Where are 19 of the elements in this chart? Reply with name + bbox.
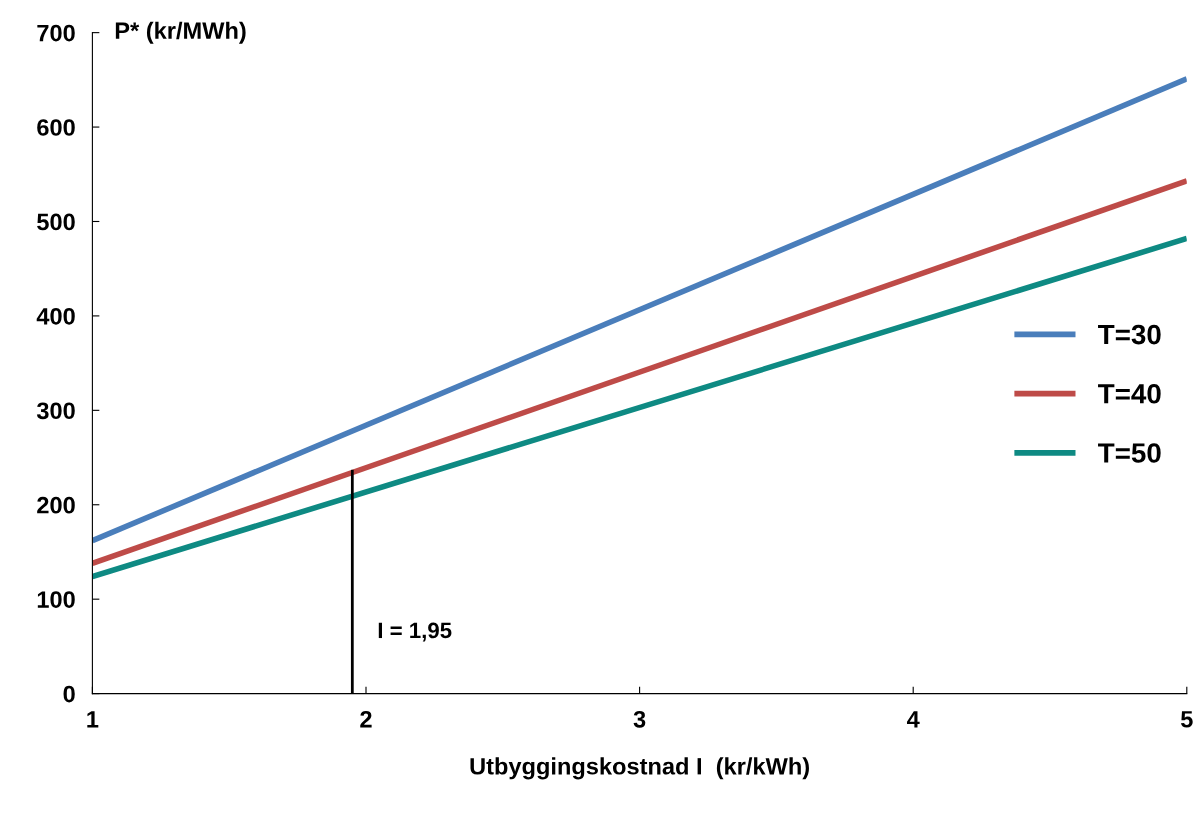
legend-label: T=40 <box>1098 383 1161 404</box>
x-tick-label: 2 <box>360 710 372 728</box>
y-tick-label: 500 <box>37 213 75 231</box>
x-tick-label: 1 <box>87 711 99 728</box>
legend-label: T=30 <box>1098 324 1161 345</box>
y-tick-label: 600 <box>37 119 75 136</box>
x-tick-label: 5 <box>1180 711 1193 728</box>
y-tick-label: 700 <box>37 24 75 42</box>
y-tick-label: 100 <box>37 591 75 608</box>
y-tick-label: 400 <box>36 307 75 325</box>
y-tick-label: 300 <box>36 402 75 420</box>
x-axis-title: Utbyggingskostnad I (kr/kWh) <box>470 757 809 780</box>
y-tick-label: 200 <box>37 496 75 514</box>
legend-label: T=50 <box>1098 443 1161 463</box>
x-tick-label: 3 <box>633 710 646 728</box>
annotation: I = 1,95 <box>378 622 452 642</box>
y-axis-title: P* (kr/MWh) <box>115 21 246 44</box>
y-tick-label: 0 <box>63 685 75 703</box>
x-tick-label: 4 <box>906 711 920 728</box>
